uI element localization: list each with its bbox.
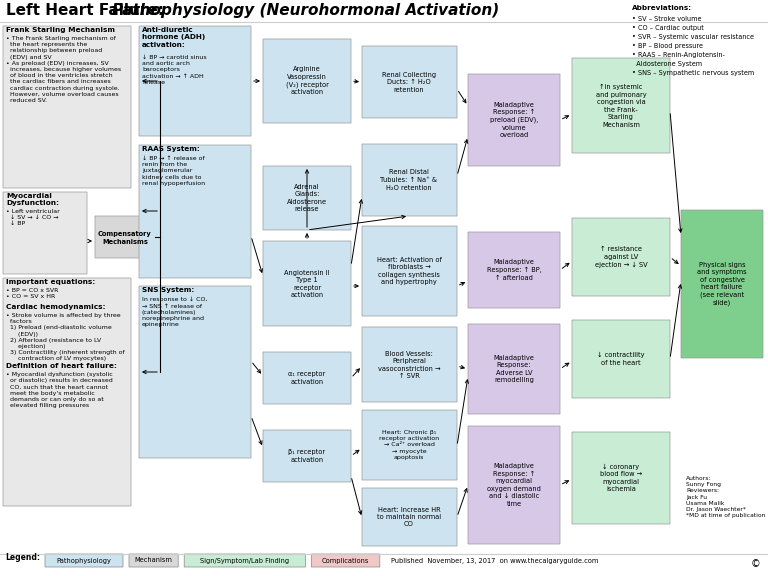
Text: Abbreviations:: Abbreviations:: [632, 5, 692, 11]
Text: Maladaptive
Response: ↑
preload (EDV),
volume
overload: Maladaptive Response: ↑ preload (EDV), v…: [490, 102, 538, 138]
Text: • Left ventricular
  ↓ SV → ↓ CO →
  ↓ BP: • Left ventricular ↓ SV → ↓ CO → ↓ BP: [6, 209, 60, 226]
Text: Myocardial
Dysfunction:: Myocardial Dysfunction:: [6, 193, 59, 207]
FancyBboxPatch shape: [681, 210, 763, 358]
Text: Maladaptive
Response: ↑ BP,
↑ afterload: Maladaptive Response: ↑ BP, ↑ afterload: [487, 259, 541, 281]
Text: Pathophysiology: Pathophysiology: [57, 558, 111, 563]
Text: • RAAS – Renin-Angiotensin-: • RAAS – Renin-Angiotensin-: [632, 52, 725, 58]
FancyBboxPatch shape: [572, 320, 670, 398]
Text: • Stroke volume is affected by three
  factors
  1) Preload (end-diastolic volum: • Stroke volume is affected by three fac…: [6, 313, 124, 361]
Text: • SVR – Systemic vascular resistance: • SVR – Systemic vascular resistance: [632, 34, 754, 40]
FancyBboxPatch shape: [362, 488, 457, 546]
FancyBboxPatch shape: [468, 426, 560, 544]
Text: Mechanism: Mechanism: [134, 558, 173, 563]
Text: In response to ↓ CO,
→ SNS ↑ release of
(catecholamines)
norepinephrine and
epin: In response to ↓ CO, → SNS ↑ release of …: [142, 297, 207, 327]
Text: Heart: Activation of
fibroblasts →
collagen synthesis
and hypertrophy: Heart: Activation of fibroblasts → colla…: [376, 257, 442, 285]
Text: Heart: Increase HR
to maintain normal
CO: Heart: Increase HR to maintain normal CO: [377, 506, 441, 528]
Text: SNS System:: SNS System:: [142, 287, 194, 293]
Text: • SV – Stroke volume: • SV – Stroke volume: [632, 16, 701, 22]
FancyBboxPatch shape: [129, 554, 178, 567]
Text: • CO – Cardiac output: • CO – Cardiac output: [632, 25, 704, 31]
Text: • SNS – Sympathetic nervous system: • SNS – Sympathetic nervous system: [632, 70, 754, 76]
FancyBboxPatch shape: [468, 74, 560, 166]
Text: Frank Starling Mechanism: Frank Starling Mechanism: [6, 27, 115, 33]
Text: ↓ coronary
blood flow →
myocardial
ischemia: ↓ coronary blood flow → myocardial ische…: [600, 464, 642, 492]
FancyBboxPatch shape: [362, 144, 457, 216]
Text: Left Heart Failure:: Left Heart Failure:: [6, 3, 169, 18]
FancyBboxPatch shape: [263, 352, 351, 404]
FancyBboxPatch shape: [311, 554, 380, 567]
Text: Definition of heart failure:: Definition of heart failure:: [6, 363, 117, 369]
FancyBboxPatch shape: [3, 278, 131, 506]
Text: Physical signs
and symptoms
of congestive
heart failure
(see relevant
slide): Physical signs and symptoms of congestiv…: [697, 262, 746, 306]
FancyBboxPatch shape: [3, 26, 131, 188]
Text: Renal Collecting
Ducts: ↑ H₂O
retention: Renal Collecting Ducts: ↑ H₂O retention: [382, 71, 436, 93]
FancyBboxPatch shape: [3, 192, 87, 274]
FancyBboxPatch shape: [362, 226, 457, 316]
FancyBboxPatch shape: [45, 554, 123, 567]
Text: Authors:
Sunny Fong
Reviewers:
Jack Fu
Usama Malik
Dr. Jason Waechter*
*MD at ti: Authors: Sunny Fong Reviewers: Jack Fu U…: [686, 476, 766, 518]
FancyBboxPatch shape: [263, 241, 351, 326]
Text: ↑ resistance
against LV
ejection → ↓ SV: ↑ resistance against LV ejection → ↓ SV: [594, 247, 647, 268]
FancyBboxPatch shape: [468, 232, 560, 308]
Text: Important equations:: Important equations:: [6, 279, 95, 285]
Text: Pathophysiology (Neurohormonal Activation): Pathophysiology (Neurohormonal Activatio…: [112, 3, 499, 18]
Text: Legend:: Legend:: [5, 554, 40, 563]
Text: ↓ BP → ↑ release of
renin from the
juxtaglomerular
kidney cells due to
renal hyp: ↓ BP → ↑ release of renin from the juxta…: [142, 156, 205, 186]
FancyBboxPatch shape: [572, 432, 670, 524]
Text: • BP = CO x SVR
• CO = SV x HR: • BP = CO x SVR • CO = SV x HR: [6, 288, 58, 299]
FancyBboxPatch shape: [139, 286, 251, 458]
Text: Renal Distal
Tubules: ↑ Na⁺ &
H₂O retention: Renal Distal Tubules: ↑ Na⁺ & H₂O retent…: [380, 169, 438, 191]
FancyBboxPatch shape: [263, 430, 351, 482]
FancyBboxPatch shape: [95, 216, 155, 258]
Text: • Myocardial dysfunction (systolic
  or diastolic) results in decreased
  CO, su: • Myocardial dysfunction (systolic or di…: [6, 372, 113, 408]
Text: ↑in systemic
and pulmonary
congestion via
the Frank-
Starling
Mechanism: ↑in systemic and pulmonary congestion vi…: [596, 84, 647, 128]
FancyBboxPatch shape: [362, 46, 457, 118]
Text: Aldosterone System: Aldosterone System: [632, 61, 702, 67]
Text: Angiotensin II
Type 1
receptor
activation: Angiotensin II Type 1 receptor activatio…: [284, 270, 329, 298]
FancyBboxPatch shape: [139, 145, 251, 278]
Text: Sign/Symptom/Lab Finding: Sign/Symptom/Lab Finding: [200, 558, 290, 563]
FancyBboxPatch shape: [263, 39, 351, 123]
FancyBboxPatch shape: [572, 218, 670, 296]
Text: Adrenal
Glands:
Aldosterone
release: Adrenal Glands: Aldosterone release: [287, 184, 327, 212]
Text: • BP – Blood pressure: • BP – Blood pressure: [632, 43, 703, 49]
Text: β₁ receptor
activation: β₁ receptor activation: [289, 449, 326, 463]
Text: RAAS System:: RAAS System:: [142, 146, 200, 152]
Text: Blood Vessels:
Peripheral
vasoconstriction →
↑ SVR: Blood Vessels: Peripheral vasoconstricti…: [378, 351, 440, 379]
Text: Published  November, 13, 2017  on www.thecalgaryguide.com: Published November, 13, 2017 on www.thec…: [391, 558, 598, 563]
FancyBboxPatch shape: [139, 26, 251, 136]
Text: Maladaptive
Response:
Adverse LV
remodelling: Maladaptive Response: Adverse LV remodel…: [494, 355, 535, 383]
Text: • The Frank Starling mechanism of
  the heart represents the
  relationship betw: • The Frank Starling mechanism of the he…: [6, 36, 121, 103]
Text: Heart: Chronic β₁
receptor activation
→ Ca²⁺ overload
→ myocyte
apoptosis: Heart: Chronic β₁ receptor activation → …: [379, 430, 439, 460]
Text: α₁ receptor
activation: α₁ receptor activation: [288, 372, 326, 385]
Text: Anti-diuretic
hormone (ADH)
activation:: Anti-diuretic hormone (ADH) activation:: [142, 27, 205, 48]
FancyBboxPatch shape: [184, 554, 306, 567]
FancyBboxPatch shape: [362, 327, 457, 402]
FancyBboxPatch shape: [263, 166, 351, 230]
Text: ↓ BP → carotid sinus
and aortic arch
baroceptors
activation → ↑ ADH
release: ↓ BP → carotid sinus and aortic arch bar…: [142, 55, 207, 85]
Text: ©: ©: [751, 559, 761, 569]
Text: ↓ contractility
of the heart: ↓ contractility of the heart: [598, 352, 645, 366]
Text: Arginine
Vasopressin
(V₂) receptor
activation: Arginine Vasopressin (V₂) receptor activ…: [286, 66, 329, 96]
Text: Complications: Complications: [322, 558, 369, 563]
FancyBboxPatch shape: [572, 58, 670, 153]
Text: Compensatory
Mechanisms: Compensatory Mechanisms: [98, 231, 152, 244]
Text: Cardiac hemodynamics:: Cardiac hemodynamics:: [6, 304, 105, 310]
FancyBboxPatch shape: [362, 410, 457, 480]
Text: Maladaptive
Response: ↑
myocardial
oxygen demand
and ↓ diastolic
time: Maladaptive Response: ↑ myocardial oxyge…: [487, 463, 541, 507]
FancyBboxPatch shape: [468, 324, 560, 414]
